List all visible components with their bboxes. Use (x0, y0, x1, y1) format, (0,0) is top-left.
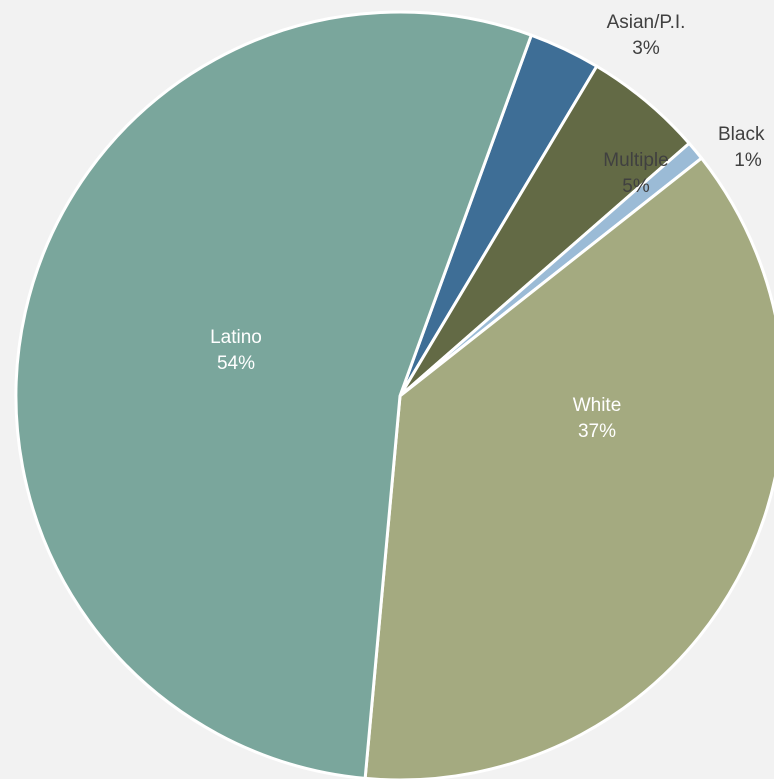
slice-label-black: Black (718, 124, 765, 145)
slice-value-white: 37% (578, 421, 616, 442)
slice-value-asian-p-i: 3% (632, 38, 660, 59)
pie-labels: Asian/P.I. 3% Multiple 5% Black 1% White 37% Lat… (210, 12, 765, 442)
slice-label-latino: Latino (210, 327, 262, 348)
slice-value-black: 1% (734, 150, 762, 171)
pie-slice-latino (14, 10, 533, 779)
pie-slice-white (363, 156, 774, 779)
slice-value-latino: 54% (217, 353, 255, 374)
slice-label-asian-p-i: Asian/P.I. (607, 12, 686, 33)
slice-value-multiple: 5% (622, 176, 650, 197)
slice-label-white: White (573, 395, 622, 416)
pie-slices (14, 10, 774, 779)
slice-label-multiple: Multiple (603, 150, 668, 171)
